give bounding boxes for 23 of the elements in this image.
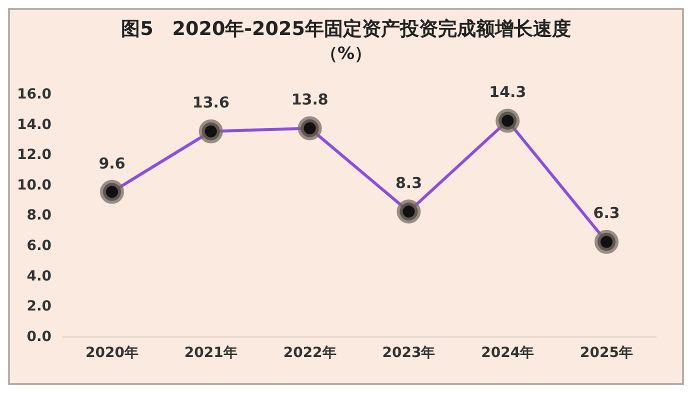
y-tick-label: 8.0 [26, 208, 52, 224]
x-tick-label: 2020年 [86, 345, 138, 362]
data-label: 6.3 [593, 204, 620, 222]
chart-subtitle: （%） [319, 43, 373, 65]
y-tick-label: 10.0 [16, 177, 52, 194]
data-label: 9.6 [98, 154, 126, 172]
y-tick-label: 6.0 [26, 238, 52, 254]
data-label: 8.3 [395, 174, 422, 192]
y-tick-label: 4.0 [26, 268, 52, 284]
x-tick-label: 2023年 [382, 345, 436, 362]
y-tick-label: 12.0 [16, 147, 52, 164]
chart-title: 图5 2020年-2025年固定资产投资完成额增长速度 [120, 17, 572, 42]
data-label: 13.8 [291, 90, 328, 109]
y-tick-label: 16.0 [16, 86, 52, 103]
x-tick-label: 2025年 [580, 345, 634, 362]
y-tick-label: 14.0 [16, 116, 52, 133]
x-tick-label: 2022年 [283, 345, 336, 362]
x-tick-label: 2021年 [184, 345, 238, 362]
x-tick-label: 2024年 [481, 345, 534, 362]
data-label: 13.6 [192, 94, 230, 112]
y-tick-label: 2.0 [26, 298, 52, 315]
y-tick-label: 0.0 [26, 328, 52, 345]
data-label: 14.3 [489, 83, 526, 102]
